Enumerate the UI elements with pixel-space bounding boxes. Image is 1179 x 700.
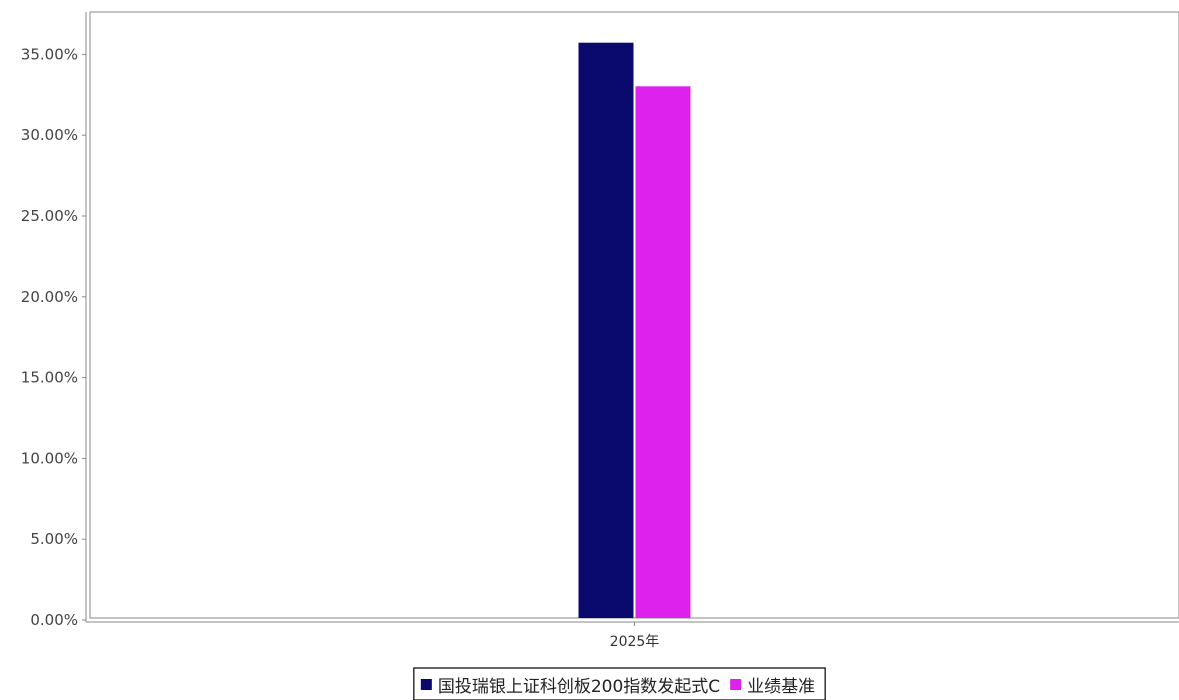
legend-swatch xyxy=(730,679,742,690)
y-tick-label: 30.00% xyxy=(21,126,78,144)
x-axis-categories: 2025年 xyxy=(610,622,660,650)
legend-box xyxy=(413,667,826,700)
bar-fund xyxy=(578,42,634,619)
bars-layer xyxy=(578,42,691,619)
legend: 国投瑞银上证科创板200指数发起式C 业绩基准 xyxy=(413,667,826,700)
x-category-label: 2025年 xyxy=(610,634,660,650)
y-tick-label: 35.00% xyxy=(21,45,78,63)
axes-layer xyxy=(85,11,1179,623)
y-tick-label: 10.00% xyxy=(21,449,78,467)
bar-benchmark xyxy=(635,86,691,618)
y-tick-label: 0.00% xyxy=(30,611,78,629)
y-tick-label: 5.00% xyxy=(30,530,78,548)
y-axis-ticks: 0.00% 5.00% 10.00% 15.00% 20.00% 25.00% 30.00%… xyxy=(21,45,86,629)
legend-swatch xyxy=(420,679,432,690)
legend-label: 业绩基准 xyxy=(747,677,815,697)
legend-label: 国投瑞银上证科创板200指数发起式C xyxy=(438,677,720,697)
y-tick-label: 20.00% xyxy=(21,288,78,306)
plot-area xyxy=(89,11,1179,619)
y-tick-label: 25.00% xyxy=(21,207,78,225)
y-tick-label: 15.00% xyxy=(21,369,78,387)
